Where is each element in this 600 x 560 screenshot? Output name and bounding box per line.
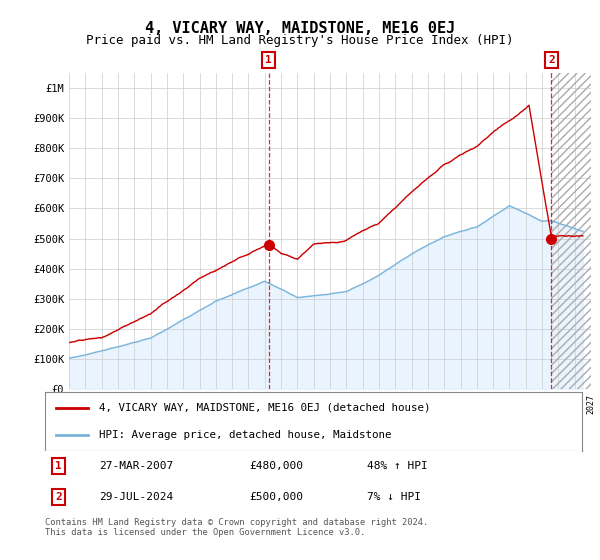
Text: 1: 1 <box>55 461 62 471</box>
Text: 48% ↑ HPI: 48% ↑ HPI <box>367 461 428 471</box>
Text: Price paid vs. HM Land Registry's House Price Index (HPI): Price paid vs. HM Land Registry's House … <box>86 34 514 46</box>
Text: £480,000: £480,000 <box>249 461 303 471</box>
Text: 2: 2 <box>548 55 555 65</box>
Text: HPI: Average price, detached house, Maidstone: HPI: Average price, detached house, Maid… <box>98 430 391 440</box>
Text: Contains HM Land Registry data © Crown copyright and database right 2024.
This d: Contains HM Land Registry data © Crown c… <box>45 518 428 538</box>
Text: 29-JUL-2024: 29-JUL-2024 <box>98 492 173 502</box>
Text: 7% ↓ HPI: 7% ↓ HPI <box>367 492 421 502</box>
Bar <box>551 73 591 389</box>
Text: 27-MAR-2007: 27-MAR-2007 <box>98 461 173 471</box>
Text: 4, VICARY WAY, MAIDSTONE, ME16 0EJ: 4, VICARY WAY, MAIDSTONE, ME16 0EJ <box>145 21 455 36</box>
Text: 4, VICARY WAY, MAIDSTONE, ME16 0EJ (detached house): 4, VICARY WAY, MAIDSTONE, ME16 0EJ (deta… <box>98 403 430 413</box>
Text: 2: 2 <box>55 492 62 502</box>
Bar <box>551 73 591 389</box>
Text: £500,000: £500,000 <box>249 492 303 502</box>
Text: 1: 1 <box>265 55 272 65</box>
